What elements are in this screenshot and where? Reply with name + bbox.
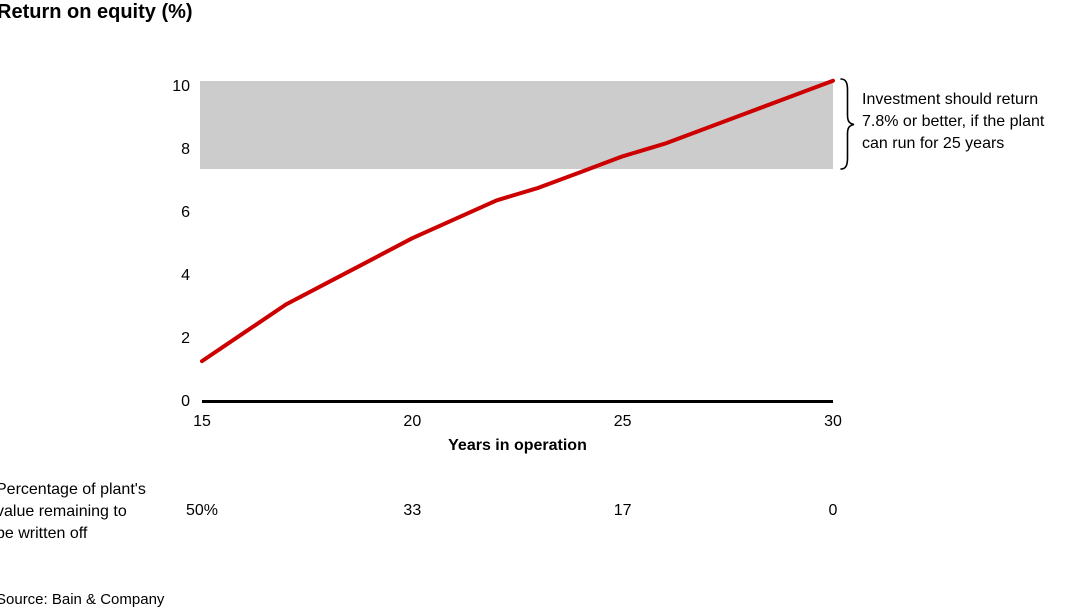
writeoff-value: 50% — [185, 502, 219, 519]
chart-title: Return on equity (%) — [0, 1, 193, 23]
y-axis-tick-label: 10 — [172, 78, 190, 95]
annotation-line: 7.8% or better, if the plant — [862, 113, 1045, 130]
curly-brace-icon — [840, 78, 855, 170]
annotation-line: can run for 25 years — [862, 135, 1005, 152]
roe-line — [200, 78, 835, 364]
x-axis-title: Years in operation — [448, 437, 587, 454]
writeoff-value: 17 — [613, 502, 632, 519]
writeoff-value: 0 — [828, 502, 838, 519]
x-axis-tick-label: 15 — [193, 413, 211, 430]
writeoff-label-line: value remaining to — [0, 503, 127, 520]
y-axis-tick-label: 6 — [181, 204, 190, 221]
y-axis-tick-label: 2 — [181, 330, 190, 347]
annotation-text: Investment should return 7.8% or better, … — [862, 89, 1044, 155]
x-axis-tick-label: 20 — [403, 413, 422, 430]
x-axis-tick-label: 25 — [613, 413, 632, 430]
x-axis-tick-label: 30 — [824, 413, 842, 430]
target-band — [200, 80, 833, 169]
writeoff-label-line: Percentage of plant's — [0, 481, 146, 498]
writeoff-value: 33 — [403, 502, 422, 519]
writeoff-label-line: be written off — [0, 525, 88, 542]
source-note: Source: Bain & Company — [0, 591, 165, 608]
annotation-line: Investment should return — [862, 91, 1039, 108]
writeoff-row-label: Percentage of plant's value remaining to b… — [0, 479, 146, 545]
y-axis-tick-label: 8 — [181, 141, 190, 158]
x-axis-line — [202, 400, 833, 403]
y-axis-tick-label: 0 — [181, 393, 190, 410]
y-axis-tick-label: 4 — [181, 267, 190, 284]
